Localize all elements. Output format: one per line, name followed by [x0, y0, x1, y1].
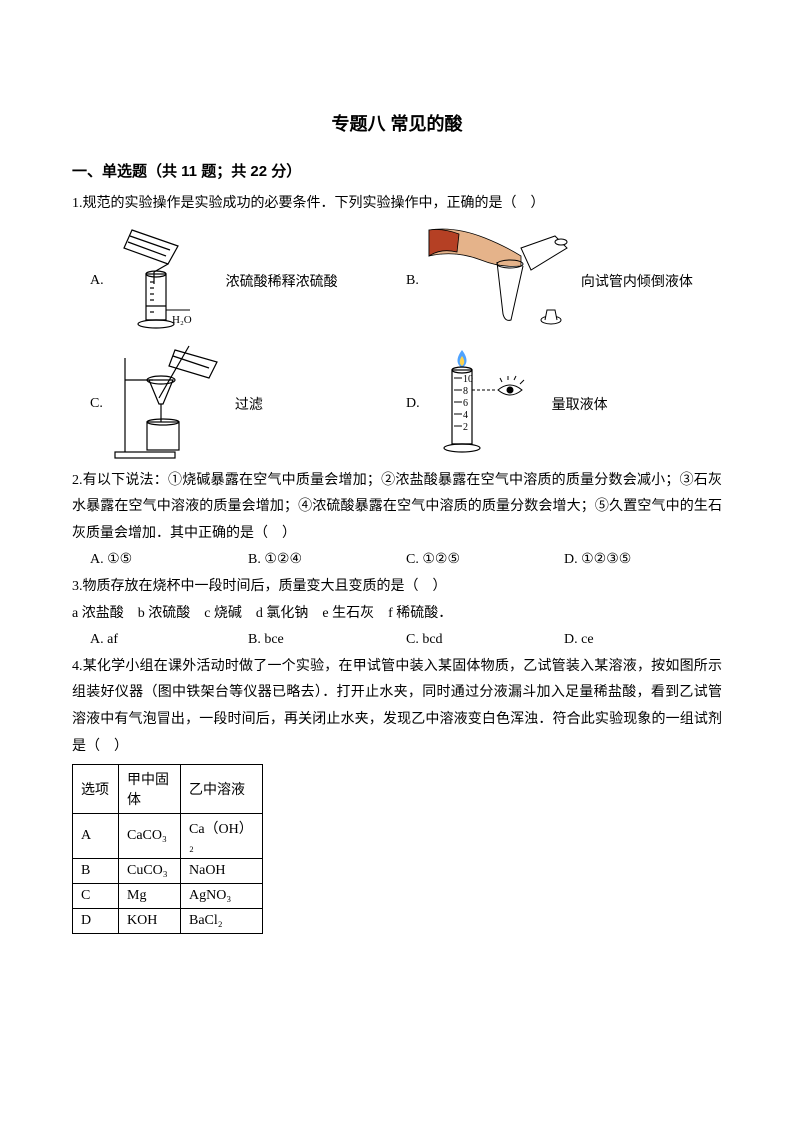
page: 专题八 常见的酸 一、单选题（共 11 题；共 22 分） 1.规范的实验操作是…: [0, 0, 794, 974]
th-option: 选项: [73, 765, 119, 814]
table-row: D KOH BaCl₂: [73, 909, 263, 934]
table-row: B CuCO₃ NaOH: [73, 859, 263, 884]
cell: D: [73, 909, 119, 934]
q4-stem: 4.某化学小组在课外活动时做了一个实验，在甲试管中装入某固体物质，乙试管装入某溶…: [72, 654, 722, 760]
q1-stem: 1.规范的实验操作是实验成功的必要条件．下列实验操作中，正确的是（ ）: [72, 191, 722, 218]
q1-label-c: C.: [90, 396, 103, 412]
cell: C: [73, 884, 119, 909]
page-title: 专题八 常见的酸: [72, 110, 722, 136]
q1-opt-c: C.: [90, 344, 406, 464]
tick-4: 4: [463, 410, 468, 421]
tick-10: 10: [463, 374, 473, 385]
q2-stem: 2.有以下说法：①烧碱暴露在空气中质量会增加；②浓盐酸暴露在空气中溶质的质量分数…: [72, 468, 722, 548]
q2-options: A. ①⑤ B. ①②④ C. ①②⑤ D. ①②③⑤: [72, 547, 722, 574]
q3-stem: 3.物质存放在烧杯中一段时间后，质量变大且变质的是（ ）: [72, 574, 722, 601]
cell: BaCl₂: [181, 909, 263, 934]
q1-caption-a: 浓硫酸稀释浓硫酸: [226, 271, 338, 291]
q1-opt-a: A.: [90, 226, 406, 336]
q1-row-cd: C.: [90, 344, 722, 464]
tick-2: 2: [463, 422, 468, 433]
cell: B: [73, 859, 119, 884]
q3-opt-b: B. bce: [248, 627, 406, 654]
q2-opt-a: A. ①⑤: [90, 547, 248, 574]
q2-opt-b: B. ①②④: [248, 547, 406, 574]
table-row: C Mg AgNO₃: [73, 884, 263, 909]
q1-label-d: D.: [406, 396, 420, 412]
tick-8: 8: [463, 386, 468, 397]
h2o-label: H₂O: [172, 314, 192, 326]
th-liquid: 乙中溶液: [181, 765, 263, 814]
cell: Ca（OH）₂: [181, 814, 263, 859]
q3-opt-a: A. af: [90, 627, 248, 654]
q2-opt-c: C. ①②⑤: [406, 547, 564, 574]
fig-a-icon: H₂O: [110, 226, 220, 336]
fig-b-icon: [425, 226, 575, 336]
q1-label-a: A.: [90, 273, 104, 289]
q3-opt-c: C. bcd: [406, 627, 564, 654]
th-solid: 甲中固体: [119, 765, 181, 814]
q1-opt-b: B.: [406, 226, 722, 336]
cell: CuCO₃: [119, 859, 181, 884]
q1-caption-d: 量取液体: [552, 394, 608, 414]
q1-caption-b: 向试管内倾倒液体: [581, 271, 693, 291]
q3-options: A. af B. bce C. bcd D. ce: [72, 627, 722, 654]
table-row: A CaCO₃ Ca（OH）₂: [73, 814, 263, 859]
fig-d-icon: 10 8 6 4 2: [426, 344, 546, 464]
cell: AgNO₃: [181, 884, 263, 909]
q1-row-ab: A.: [90, 226, 722, 336]
q3-choices: a 浓盐酸 b 浓硫酸 c 烧碱 d 氯化钠 e 生石灰 f 稀硫酸．: [72, 601, 722, 628]
cell: CaCO₃: [119, 814, 181, 859]
cell: NaOH: [181, 859, 263, 884]
fig-c-icon: [109, 344, 229, 464]
cell: Mg: [119, 884, 181, 909]
q1-opt-d: D.: [406, 344, 722, 464]
tick-6: 6: [463, 398, 468, 409]
table-row: 选项 甲中固体 乙中溶液: [73, 765, 263, 814]
section-heading: 一、单选题（共 11 题；共 22 分）: [72, 160, 722, 181]
q2-opt-d: D. ①②③⑤: [564, 547, 722, 574]
cell: KOH: [119, 909, 181, 934]
q1-label-b: B.: [406, 273, 419, 289]
q3-opt-d: D. ce: [564, 627, 722, 654]
cell: A: [73, 814, 119, 859]
q1-caption-c: 过滤: [235, 394, 263, 414]
q4-table: 选项 甲中固体 乙中溶液 A CaCO₃ Ca（OH）₂ B CuCO₃ NaO…: [72, 764, 263, 934]
